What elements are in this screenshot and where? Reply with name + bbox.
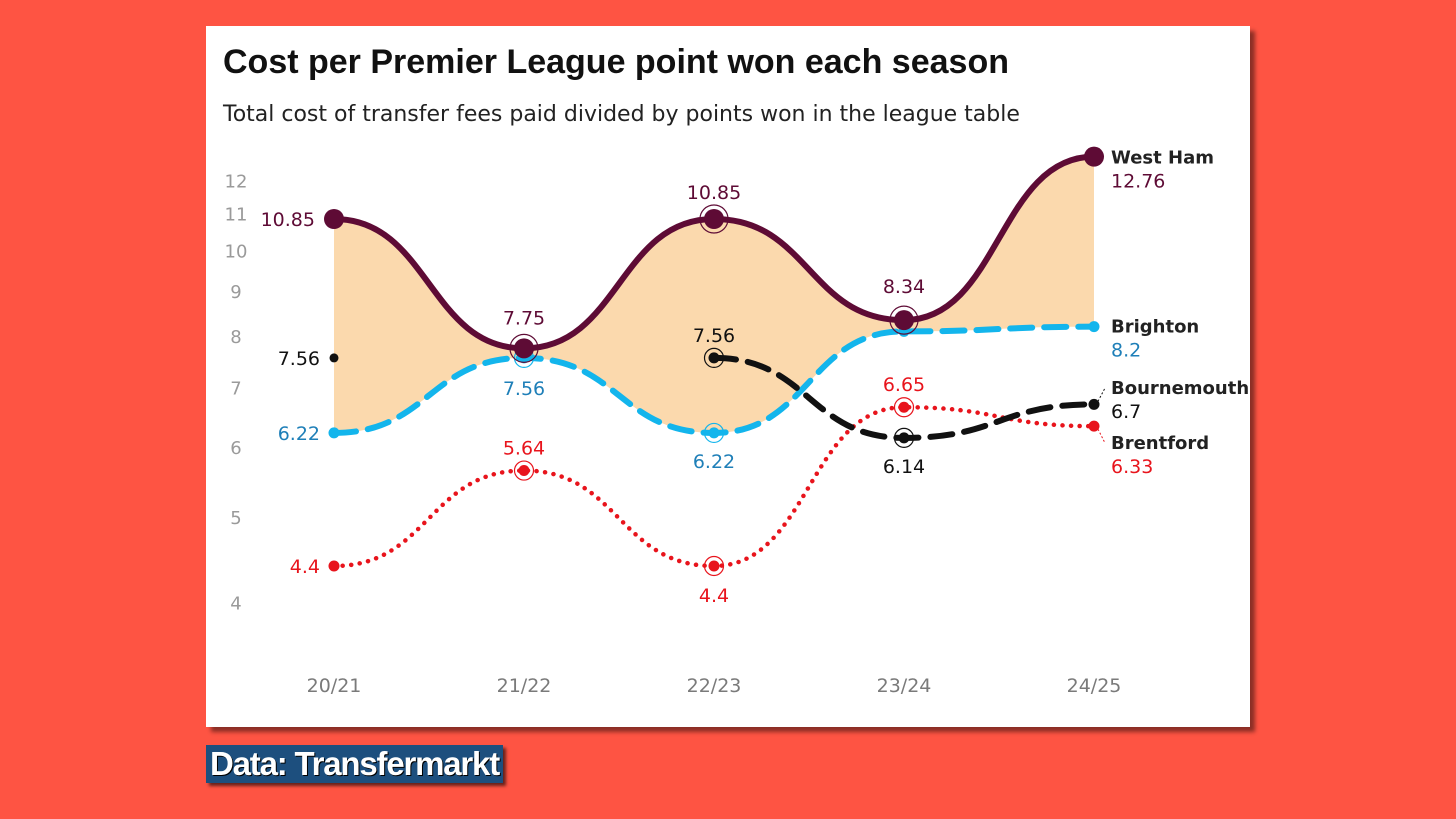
- point-ring-brighton: [703, 422, 725, 444]
- x-tick-label: 21/22: [497, 675, 552, 697]
- point-ring-brentford: [703, 555, 725, 577]
- data-label-brighton: 6.22: [278, 423, 320, 445]
- point-brentford: [898, 401, 910, 413]
- data-label-west-ham: 8.34: [883, 276, 925, 298]
- point-brighton: [328, 427, 340, 439]
- y-tick-label: 8: [230, 327, 241, 348]
- data-label-bournemouth: 7.56: [278, 348, 320, 370]
- point-ring-bournemouth: [703, 347, 725, 369]
- data-label-bournemouth: 7.56: [693, 325, 735, 347]
- point-ring-bournemouth: [893, 427, 915, 448]
- x-tick-label: 24/25: [1067, 675, 1122, 697]
- point-ring-west-ham: [699, 204, 729, 234]
- y-tick-label: 10: [225, 241, 248, 262]
- series-end-value-brentford: 6.33: [1111, 456, 1153, 478]
- series-end-value-bournemouth: 6.7: [1111, 401, 1141, 423]
- point-west-ham: [324, 209, 344, 229]
- point-brighton: [708, 427, 720, 439]
- point-brentford: [328, 560, 340, 572]
- x-tick-label: 22/23: [687, 675, 742, 697]
- y-tick-label: 11: [225, 205, 248, 226]
- data-label-west-ham: 10.85: [687, 182, 741, 204]
- data-label-west-ham: 7.75: [503, 307, 545, 329]
- series-end-value-west-ham: 12.76: [1111, 171, 1165, 193]
- point-bournemouth: [708, 352, 720, 364]
- x-tick-label: 20/21: [307, 675, 362, 697]
- leader-line-brentford: [1097, 428, 1106, 444]
- point-bournemouth: [898, 432, 910, 444]
- line-chart: 4 5 6 7 8 9 10 11 12 20/21 21/22 22/23 23/24 24/25 10.…: [225, 146, 1249, 697]
- point-ring-west-ham: [889, 305, 919, 335]
- point-ring-brentford: [893, 397, 915, 418]
- data-label-brentford: 4.4: [290, 556, 320, 578]
- y-tick-label: 12: [225, 171, 248, 192]
- y-tick-label: 5: [230, 508, 241, 529]
- series-name-brighton: Brighton: [1111, 317, 1199, 338]
- point-brentford: [708, 560, 720, 572]
- y-tick-label: 6: [230, 438, 241, 459]
- point-brighton: [1088, 321, 1100, 333]
- point-west-ham: [514, 338, 534, 359]
- series-name-west-ham: West Ham: [1111, 148, 1214, 169]
- point-brentford: [518, 465, 530, 477]
- point-bournemouth: [329, 353, 339, 363]
- data-label-brighton: 7.56: [503, 378, 545, 400]
- x-tick-label: 23/24: [877, 675, 932, 697]
- y-tick-label: 7: [230, 378, 241, 399]
- series-name-bournemouth: Bournemouth: [1111, 378, 1249, 399]
- y-tick-label: 4: [230, 594, 241, 615]
- chart-card: Cost per Premier League point won each s…: [206, 26, 1250, 727]
- point-ring-brentford: [513, 460, 535, 481]
- data-label-brentford: 4.4: [699, 585, 729, 607]
- y-tick-label: 9: [230, 282, 241, 303]
- data-label-brentford: 6.65: [883, 374, 925, 396]
- series-name-brentford: Brentford: [1111, 433, 1209, 454]
- leader-line-bournemouth: [1097, 387, 1106, 402]
- chart-title: Cost per Premier League point won each s…: [223, 43, 1009, 81]
- point-bournemouth: [1088, 398, 1100, 410]
- shaded-band: [334, 156, 1094, 433]
- point-west-ham: [1084, 146, 1104, 167]
- data-label-brentford: 5.64: [503, 438, 545, 460]
- data-label-west-ham: 10.85: [261, 209, 315, 231]
- data-label-brighton: 6.22: [693, 451, 735, 473]
- chart-subtitle: Total cost of transfer fees paid divided…: [223, 102, 1020, 127]
- point-brentford: [1088, 420, 1100, 432]
- point-ring-west-ham: [509, 333, 539, 363]
- point-west-ham: [704, 209, 724, 229]
- point-west-ham: [894, 310, 914, 331]
- source-caption: Data: Transfermarkt: [206, 745, 503, 783]
- series-end-value-brighton: 8.2: [1111, 340, 1141, 362]
- data-label-bournemouth: 6.14: [883, 456, 925, 478]
